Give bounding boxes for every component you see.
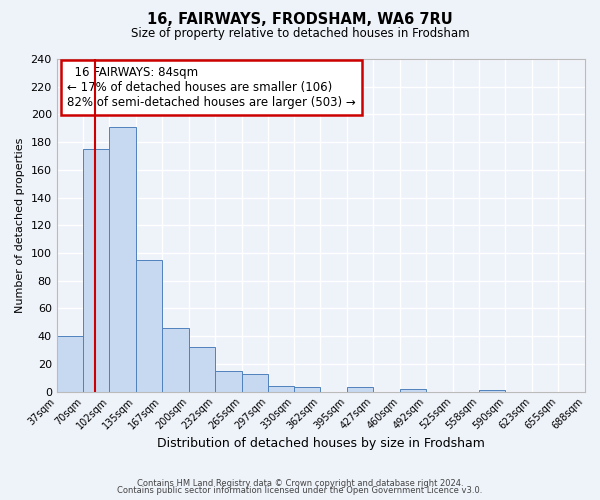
- Text: Contains HM Land Registry data © Crown copyright and database right 2024.: Contains HM Land Registry data © Crown c…: [137, 478, 463, 488]
- Bar: [242, 374, 268, 392]
- Bar: [162, 328, 189, 392]
- Bar: [215, 371, 242, 392]
- Bar: [109, 127, 136, 392]
- Bar: [400, 389, 426, 392]
- Text: Contains public sector information licensed under the Open Government Licence v3: Contains public sector information licen…: [118, 486, 482, 495]
- Text: 16, FAIRWAYS, FRODSHAM, WA6 7RU: 16, FAIRWAYS, FRODSHAM, WA6 7RU: [147, 12, 453, 28]
- Bar: [189, 347, 215, 392]
- Bar: [136, 260, 162, 392]
- Bar: [479, 390, 505, 392]
- Bar: [56, 336, 83, 392]
- Text: Size of property relative to detached houses in Frodsham: Size of property relative to detached ho…: [131, 28, 469, 40]
- X-axis label: Distribution of detached houses by size in Frodsham: Distribution of detached houses by size …: [157, 437, 485, 450]
- Bar: [295, 388, 320, 392]
- Y-axis label: Number of detached properties: Number of detached properties: [15, 138, 25, 313]
- Bar: [347, 388, 373, 392]
- Bar: [83, 149, 109, 392]
- Text: 16 FAIRWAYS: 84sqm  
← 17% of detached houses are smaller (106)
82% of semi-deta: 16 FAIRWAYS: 84sqm ← 17% of detached hou…: [67, 66, 356, 108]
- Bar: [268, 386, 295, 392]
